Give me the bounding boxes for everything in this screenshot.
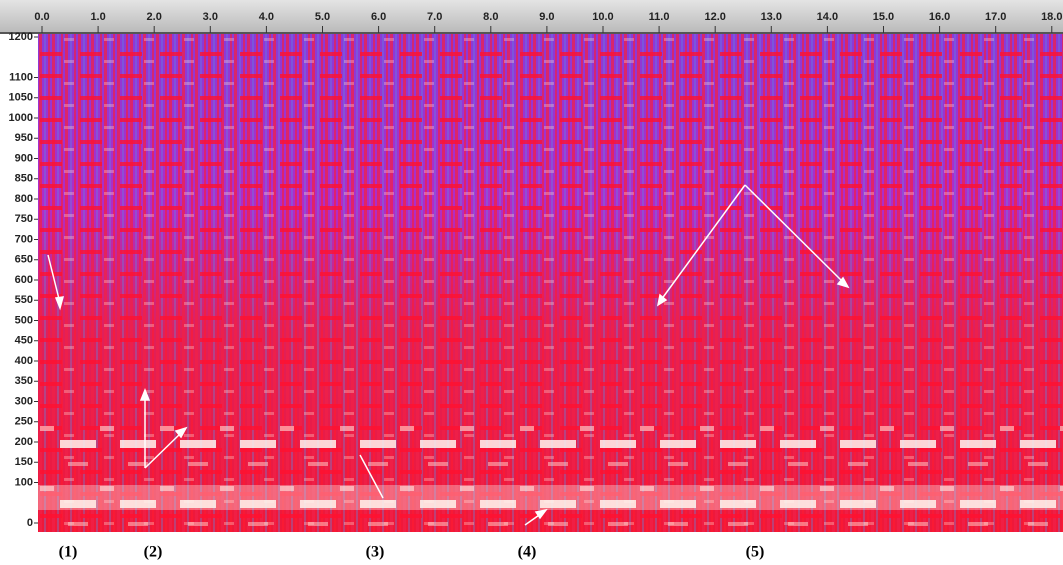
y-tick-label: 0 [27,517,33,529]
y-tick-label: 500 [15,314,33,326]
annotation-label: (4) [518,544,537,561]
y-tick-label: 1100 [9,71,33,83]
spectrogram-view: 0.0 1.0 2.0 3.0 4.0 5.0 6.0 7.0 8.0 9.0 10.0 11.0 12… [0,0,1063,565]
y-tick-label: 200 [15,436,33,448]
annotation-label: (3) [366,544,385,561]
x-tick-label: 9.0 [539,11,554,23]
y-tick-label: 400 [15,355,33,367]
annotation-label: (2) [144,544,163,561]
y-tick-label: 900 [15,152,33,164]
y-tick-label: 750 [15,213,33,225]
y-tick-label: 150 [15,456,33,468]
x-tick-label: 0.0 [34,11,49,23]
y-tick-label: 250 [15,416,33,428]
x-tick-label: 14.0 [817,11,838,23]
y-tick-label: 650 [15,254,33,266]
x-tick-label: 18.0 [1041,11,1062,23]
y-tick-label: 350 [15,375,33,387]
y-tick-label: 850 [15,173,33,185]
y-tick-label: 450 [15,335,33,347]
y-tick-label: 1050 [9,92,33,104]
x-tick-label: 17.0 [985,11,1006,23]
x-tick-label: 4.0 [259,11,274,23]
y-tick-label: 100 [15,476,33,488]
y-tick-label: 600 [15,274,33,286]
x-tick-label: 15.0 [873,11,894,23]
x-tick-label: 2.0 [147,11,162,23]
x-tick-label: 16.0 [929,11,950,23]
y-tick-label: 700 [15,233,33,245]
x-tick-label: 5.0 [315,11,330,23]
y-tick-label: 1200 [9,31,33,43]
x-tick-label: 6.0 [371,11,386,23]
y-tick-label: 550 [15,294,33,306]
x-tick-label: 7.0 [427,11,442,23]
y-tick-label: 950 [15,132,33,144]
annotation-label: (1) [59,544,78,561]
x-tick-label: 11.0 [649,11,670,23]
x-tick-label: 10.0 [592,11,613,23]
x-tick-label: 13.0 [761,11,782,23]
y-tick-label: 300 [15,395,33,407]
x-tick-label: 1.0 [90,11,105,23]
annotation-label: (5) [746,544,765,561]
x-tick-label: 12.0 [704,11,725,23]
x-tick-label: 3.0 [203,11,218,23]
x-tick-label: 8.0 [483,11,498,23]
spectrogram-image [38,34,1063,532]
y-tick-label: 800 [15,193,33,205]
y-tick-label: 1000 [9,112,33,124]
